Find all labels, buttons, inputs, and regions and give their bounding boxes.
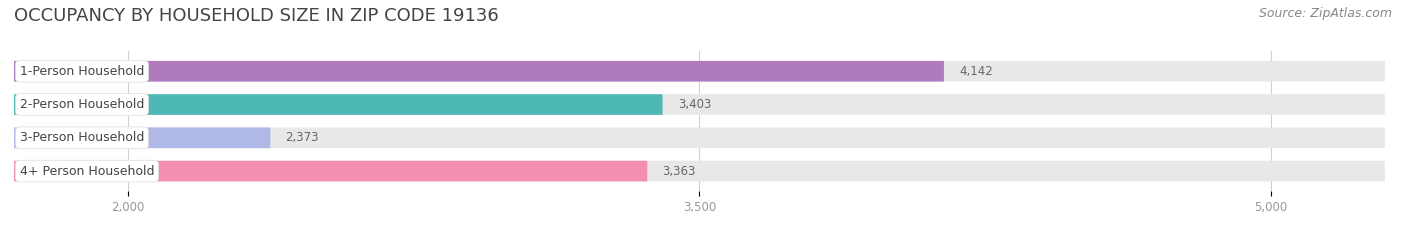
Text: 3,363: 3,363	[662, 164, 696, 178]
Text: 2,373: 2,373	[285, 131, 319, 144]
FancyBboxPatch shape	[14, 61, 1385, 82]
Text: 3-Person Household: 3-Person Household	[20, 131, 145, 144]
Text: Source: ZipAtlas.com: Source: ZipAtlas.com	[1258, 7, 1392, 20]
Text: OCCUPANCY BY HOUSEHOLD SIZE IN ZIP CODE 19136: OCCUPANCY BY HOUSEHOLD SIZE IN ZIP CODE …	[14, 7, 499, 25]
Text: 2-Person Household: 2-Person Household	[20, 98, 145, 111]
Text: 4,142: 4,142	[959, 65, 993, 78]
FancyBboxPatch shape	[14, 127, 1385, 148]
Text: 1-Person Household: 1-Person Household	[20, 65, 145, 78]
FancyBboxPatch shape	[14, 161, 647, 182]
Text: 4+ Person Household: 4+ Person Household	[20, 164, 155, 178]
FancyBboxPatch shape	[14, 127, 270, 148]
FancyBboxPatch shape	[14, 94, 1385, 115]
FancyBboxPatch shape	[14, 61, 943, 82]
FancyBboxPatch shape	[14, 94, 662, 115]
FancyBboxPatch shape	[14, 161, 1385, 182]
Text: 3,403: 3,403	[678, 98, 711, 111]
